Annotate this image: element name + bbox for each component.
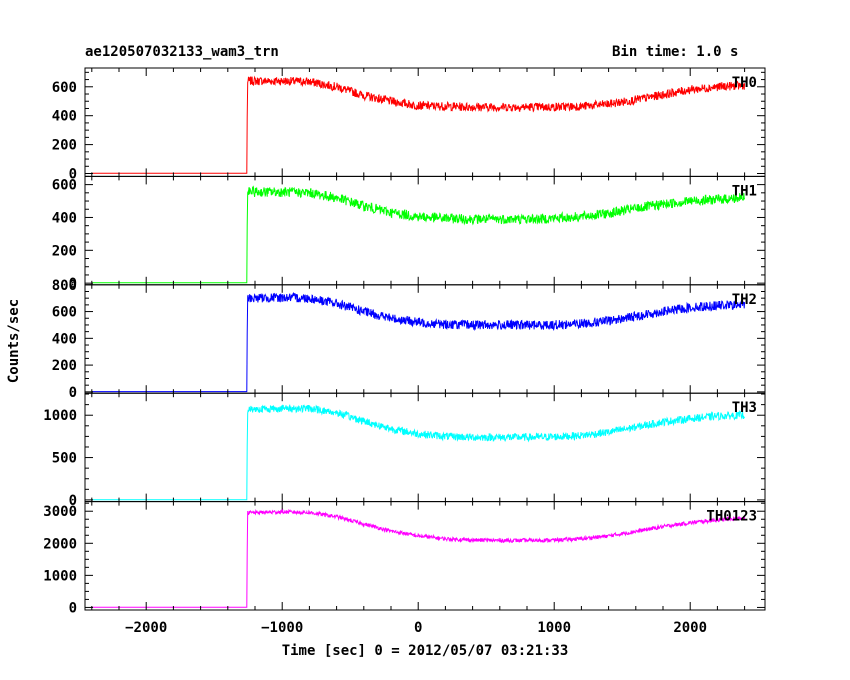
series-line-th0 <box>91 75 746 174</box>
x-tick-label: 0 <box>414 620 422 636</box>
series-line-th3 <box>91 404 746 501</box>
series-line-th2 <box>91 291 746 393</box>
y-tick-label: 1000 <box>43 568 77 584</box>
panel-frame <box>84 67 766 177</box>
panel-frame <box>84 501 766 611</box>
x-tick-label: −1000 <box>261 620 303 636</box>
y-tick-label: 600 <box>52 80 77 96</box>
x-tick-label: 2000 <box>673 620 707 636</box>
chart-title: ae120507032133_wam3_trn <box>85 44 279 60</box>
series-label-th1: TH1 <box>732 183 757 199</box>
x-tick-label: −2000 <box>125 620 167 636</box>
y-tick-label: 400 <box>52 109 77 125</box>
y-tick-label: 200 <box>52 243 77 259</box>
panel-frame <box>84 284 766 394</box>
y-tick-label: 500 <box>52 451 77 467</box>
series-line-th1 <box>91 185 746 284</box>
y-tick-label: 600 <box>52 178 77 194</box>
panel-th3: 0 500 1000 TH3 <box>43 392 766 509</box>
panel-th1: 0 200 400 600 TH1 <box>52 175 766 292</box>
y-tick-label: 600 <box>52 305 77 321</box>
series-label-th2: TH2 <box>732 292 757 308</box>
series-line-th0123 <box>91 508 746 608</box>
x-tick-label: 1000 <box>537 620 571 636</box>
y-tick-label: 400 <box>52 331 77 347</box>
y-axis-label: Counts/sec <box>6 299 22 383</box>
series-label-th0: TH0 <box>732 75 757 91</box>
bin-time-label: Bin time: 1.0 s <box>612 44 739 60</box>
y-tick-label: 400 <box>52 210 77 226</box>
series-label-th0123: TH0123 <box>706 509 757 525</box>
panel-th0123: 0 1000 2000 3000 TH0123 <box>43 501 766 616</box>
series-label-th3: TH3 <box>732 400 757 416</box>
y-tick-label: 2000 <box>43 536 77 552</box>
y-tick-label: 0 <box>69 493 77 509</box>
panel-frame <box>84 392 766 503</box>
y-tick-label: 0 <box>69 385 77 401</box>
y-tick-label: 200 <box>52 358 77 374</box>
panel-th2: 0 200 400 600 800 TH2 <box>52 278 766 401</box>
panel-th0: 0 200 400 600 TH0 <box>52 67 766 183</box>
y-tick-label: 0 <box>69 167 77 183</box>
x-axis-label: Time [sec] 0 = 2012/05/07 03:21:33 <box>282 643 569 659</box>
y-tick-label: 200 <box>52 138 77 154</box>
y-tick-label: 3000 <box>43 504 77 520</box>
panel-frame <box>84 175 766 286</box>
y-tick-label: 1000 <box>43 408 77 424</box>
y-tick-label: 0 <box>69 276 77 292</box>
y-tick-label: 800 <box>52 278 77 294</box>
y-tick-label: 0 <box>69 600 77 616</box>
